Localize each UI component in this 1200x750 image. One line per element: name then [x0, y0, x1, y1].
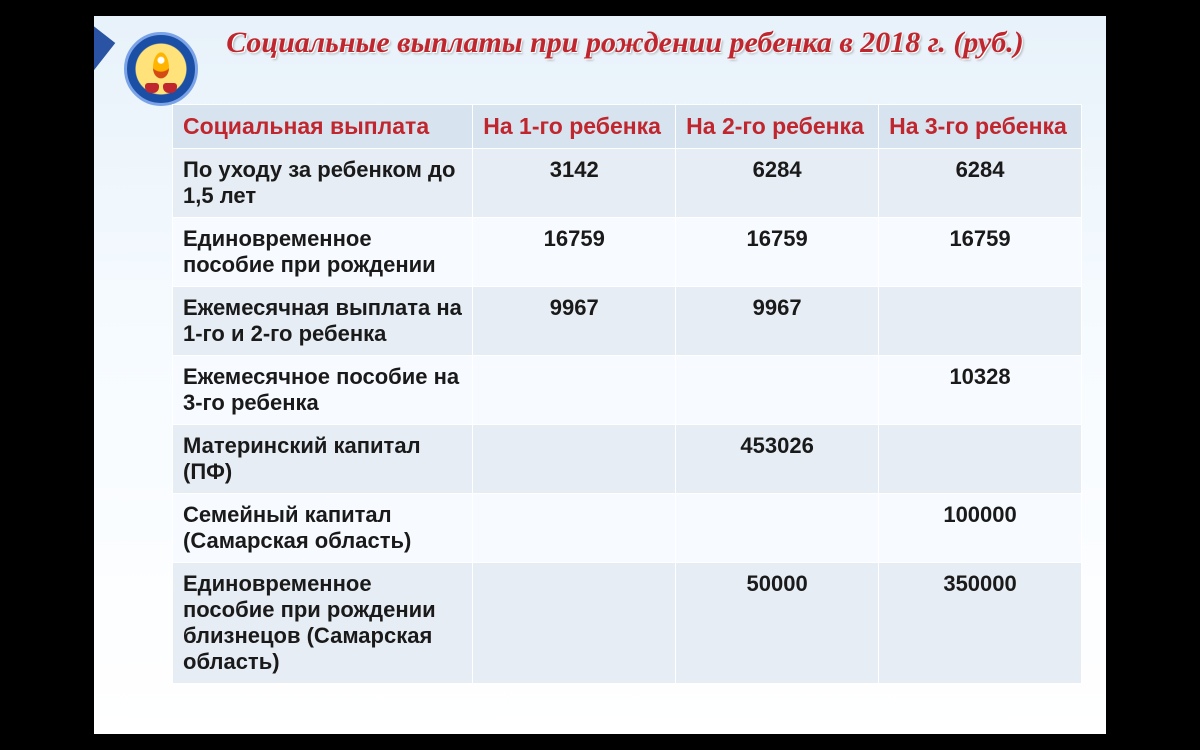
- cell: 6284: [879, 149, 1082, 218]
- col-header-0: Социальная выплата: [173, 105, 473, 149]
- cell: 9967: [473, 287, 676, 356]
- hands-icon: [145, 83, 177, 93]
- row-label: Единовременное пособие при рождении близ…: [173, 563, 473, 684]
- cell: [879, 425, 1082, 494]
- cell: 350000: [879, 563, 1082, 684]
- cell: 100000: [879, 494, 1082, 563]
- cell: 3142: [473, 149, 676, 218]
- cell: 50000: [676, 563, 879, 684]
- table-row: По уходу за ребенком до 1,5 лет 3142 628…: [173, 149, 1082, 218]
- table-row: Ежемесячная выплата на 1-го и 2-го ребен…: [173, 287, 1082, 356]
- cell: 6284: [676, 149, 879, 218]
- cell: [473, 356, 676, 425]
- row-label: По уходу за ребенком до 1,5 лет: [173, 149, 473, 218]
- row-label: Материнский капитал (ПФ): [173, 425, 473, 494]
- cell: [473, 563, 676, 684]
- row-label: Семейный капитал (Самарская область): [173, 494, 473, 563]
- cell: [676, 356, 879, 425]
- table-header-row: Социальная выплата На 1-го ребенка На 2-…: [173, 105, 1082, 149]
- table-row: Семейный капитал (Самарская область) 100…: [173, 494, 1082, 563]
- cell: [676, 494, 879, 563]
- table-row: Единовременное пособие при рождении близ…: [173, 563, 1082, 684]
- cell: 10328: [879, 356, 1082, 425]
- col-header-1: На 1-го ребенка: [473, 105, 676, 149]
- table-row: Материнский капитал (ПФ) 453026: [173, 425, 1082, 494]
- row-label: Ежемесячная выплата на 1-го и 2-го ребен…: [173, 287, 473, 356]
- presentation-stage: Социальные выплаты при рождении ребенка …: [0, 0, 1200, 750]
- table-row: Ежемесячное пособие на 3-го ребенка 1032…: [173, 356, 1082, 425]
- col-header-2: На 2-го ребенка: [676, 105, 879, 149]
- payments-table: Социальная выплата На 1-го ребенка На 2-…: [172, 104, 1082, 684]
- cell: 16759: [879, 218, 1082, 287]
- cell: 16759: [676, 218, 879, 287]
- row-label: Единовременное пособие при рождении: [173, 218, 473, 287]
- cell: [879, 287, 1082, 356]
- col-header-3: На 3-го ребенка: [879, 105, 1082, 149]
- cell: 453026: [676, 425, 879, 494]
- slide-title: Социальные выплаты при рождении ребенка …: [94, 26, 1106, 60]
- row-label: Ежемесячное пособие на 3-го ребенка: [173, 356, 473, 425]
- cell: [473, 425, 676, 494]
- slide: Социальные выплаты при рождении ребенка …: [94, 16, 1106, 734]
- cell: 16759: [473, 218, 676, 287]
- cell: [473, 494, 676, 563]
- table-row: Единовременное пособие при рождении 1675…: [173, 218, 1082, 287]
- cell: 9967: [676, 287, 879, 356]
